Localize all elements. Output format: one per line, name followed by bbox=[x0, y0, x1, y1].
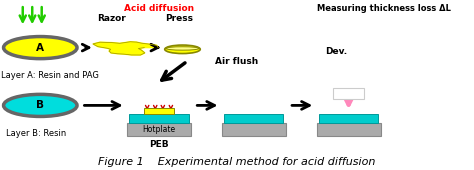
Text: Dev.: Dev. bbox=[326, 47, 347, 56]
Bar bbox=[317, 123, 381, 136]
Text: Hotplate: Hotplate bbox=[143, 125, 175, 134]
Ellipse shape bbox=[4, 94, 77, 116]
Text: PEB: PEB bbox=[149, 140, 169, 149]
Text: Press: Press bbox=[165, 14, 193, 23]
Bar bbox=[224, 114, 283, 123]
Ellipse shape bbox=[166, 47, 199, 50]
Text: A: A bbox=[36, 43, 44, 53]
Text: Acid diffusion: Acid diffusion bbox=[124, 4, 194, 13]
Ellipse shape bbox=[165, 45, 200, 54]
Ellipse shape bbox=[4, 37, 77, 59]
Text: Layer B: Resin: Layer B: Resin bbox=[6, 129, 66, 138]
Polygon shape bbox=[93, 42, 158, 55]
Text: Layer A: Resin and PAG: Layer A: Resin and PAG bbox=[1, 71, 99, 80]
Bar bbox=[144, 108, 174, 114]
Text: Air flush: Air flush bbox=[215, 57, 259, 66]
Text: Figure 1    Experimental method for acid diffusion: Figure 1 Experimental method for acid di… bbox=[98, 157, 376, 167]
Text: B: B bbox=[36, 100, 44, 110]
Bar bbox=[127, 123, 191, 136]
Bar bbox=[319, 114, 378, 123]
Text: Measuring thickness loss ΔL: Measuring thickness loss ΔL bbox=[317, 4, 451, 13]
Text: Razor: Razor bbox=[97, 14, 126, 23]
Bar bbox=[222, 123, 286, 136]
Bar bbox=[333, 88, 364, 99]
Bar bbox=[129, 114, 189, 123]
